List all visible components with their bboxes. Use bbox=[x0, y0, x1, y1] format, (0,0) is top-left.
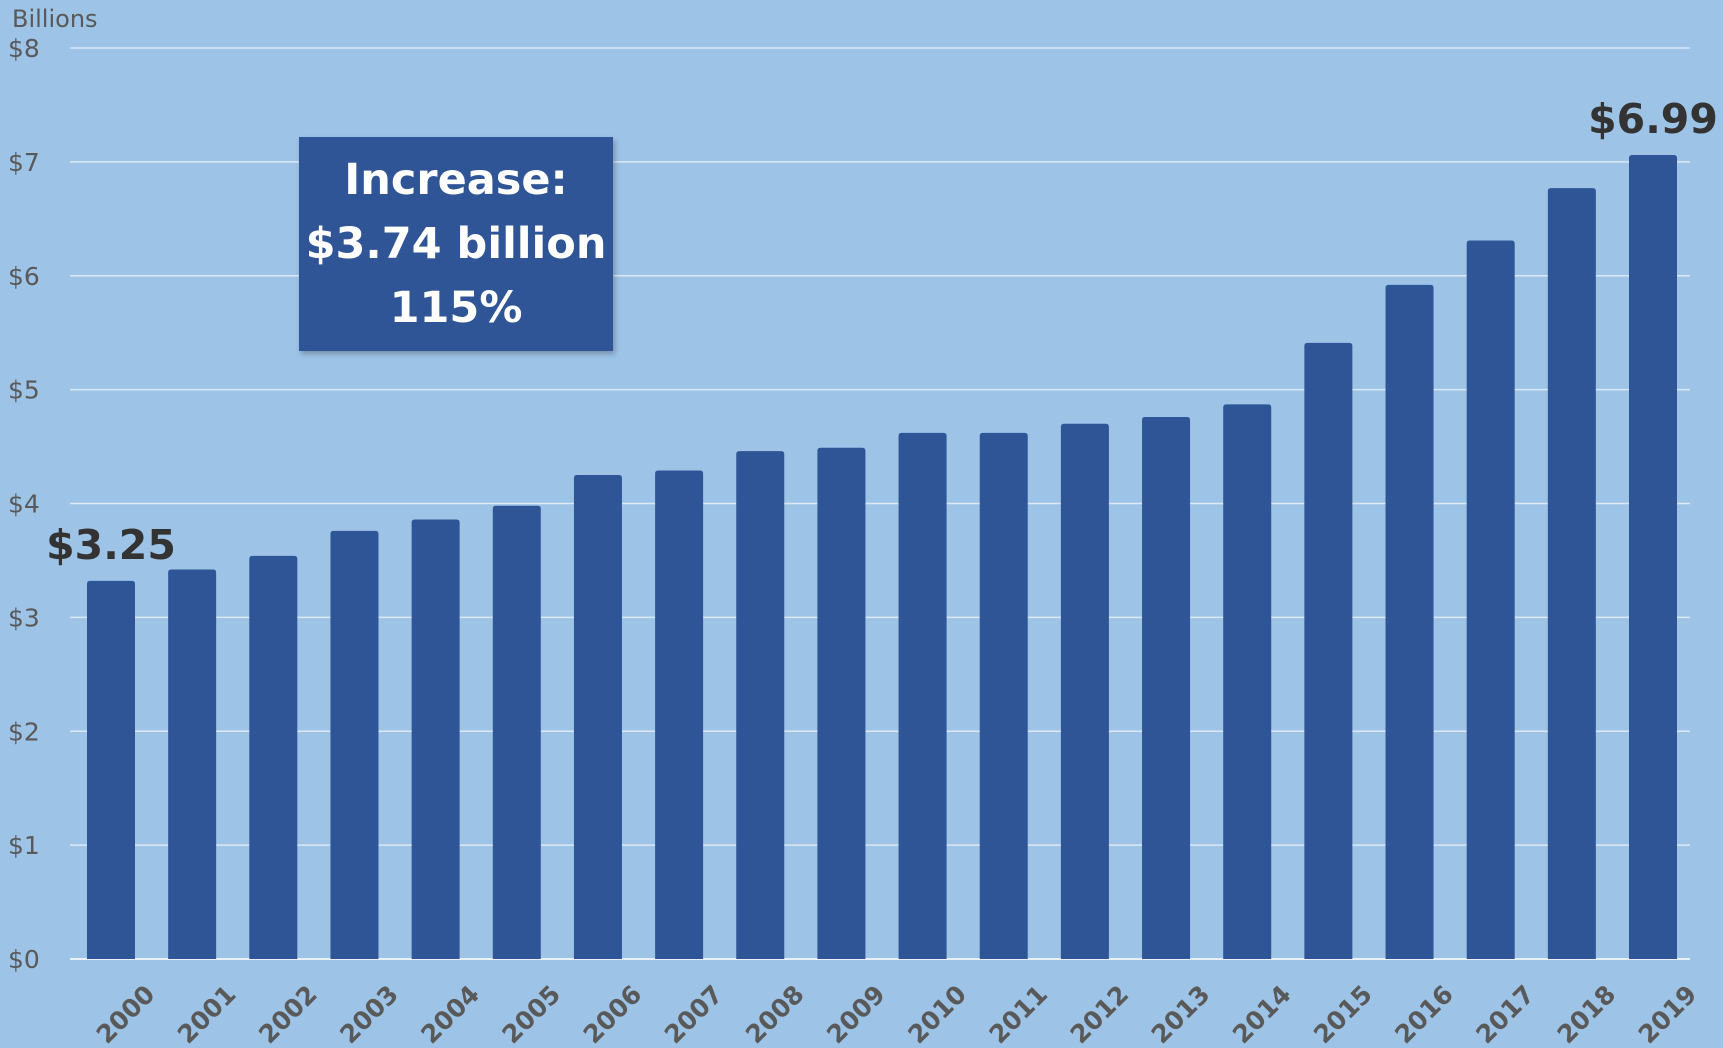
y-tick-label: $0 bbox=[8, 945, 40, 974]
y-tick-label: $6 bbox=[8, 262, 40, 291]
x-tick-label: 2010 bbox=[902, 980, 972, 1048]
bar bbox=[1547, 188, 1596, 959]
x-tick-label: 2014 bbox=[1227, 980, 1297, 1048]
callout-line-2: $3.74 billion bbox=[305, 219, 607, 269]
bar bbox=[87, 580, 135, 959]
x-tick-label: 2009 bbox=[821, 980, 891, 1048]
x-tick-label: 2015 bbox=[1308, 980, 1378, 1048]
y-tick-label: $4 bbox=[8, 490, 40, 519]
bar bbox=[492, 505, 541, 959]
y-tick-label: $5 bbox=[8, 376, 40, 405]
bar bbox=[1304, 342, 1353, 959]
x-tick-label: 2000 bbox=[91, 980, 161, 1048]
x-tick-label: 2008 bbox=[740, 980, 810, 1048]
bar bbox=[330, 530, 379, 959]
bar bbox=[1385, 284, 1434, 959]
bar bbox=[249, 555, 298, 959]
bar bbox=[1142, 416, 1191, 960]
x-tick-label: 2018 bbox=[1552, 980, 1622, 1048]
x-tick-label: 2001 bbox=[172, 980, 242, 1048]
x-tick-label: 2011 bbox=[983, 980, 1053, 1048]
bar bbox=[1060, 423, 1109, 960]
y-tick-label: $7 bbox=[8, 148, 40, 177]
data-label: $6.99 bbox=[1588, 95, 1718, 143]
x-tick-label: 2007 bbox=[659, 980, 729, 1048]
bar bbox=[411, 519, 460, 959]
bar bbox=[1466, 240, 1515, 960]
bar bbox=[1629, 155, 1677, 960]
y-axis-label: Billions bbox=[12, 5, 98, 33]
y-tick-label: $8 bbox=[8, 34, 40, 63]
x-tick-label: 2019 bbox=[1633, 980, 1703, 1048]
bar bbox=[168, 569, 217, 959]
y-tick-label: $3 bbox=[8, 603, 40, 632]
callout-line-1: Increase: bbox=[344, 155, 568, 205]
increase-callout: Increase: $3.74 billion 115% bbox=[299, 137, 613, 351]
x-tick-label: 2013 bbox=[1146, 980, 1216, 1048]
bar bbox=[655, 470, 704, 959]
bar bbox=[817, 447, 866, 959]
x-tick-label: 2006 bbox=[578, 980, 648, 1048]
bar bbox=[736, 451, 785, 959]
x-tick-label: 2004 bbox=[415, 980, 485, 1048]
x-tick-label: 2003 bbox=[334, 980, 404, 1048]
x-tick-label: 2012 bbox=[1065, 980, 1135, 1048]
bar bbox=[979, 432, 1028, 960]
bar bbox=[898, 432, 947, 960]
y-tick-label: $2 bbox=[8, 717, 40, 746]
bar bbox=[573, 475, 622, 959]
callout-line-3: 115% bbox=[389, 283, 523, 333]
data-label: $3.25 bbox=[46, 521, 176, 569]
x-tick-label: 2016 bbox=[1389, 980, 1459, 1048]
bar bbox=[1223, 404, 1272, 960]
x-tick-label: 2002 bbox=[253, 980, 323, 1048]
y-tick-label: $1 bbox=[8, 831, 40, 860]
x-tick-label: 2017 bbox=[1470, 980, 1540, 1048]
x-tick-label: 2005 bbox=[497, 980, 567, 1048]
